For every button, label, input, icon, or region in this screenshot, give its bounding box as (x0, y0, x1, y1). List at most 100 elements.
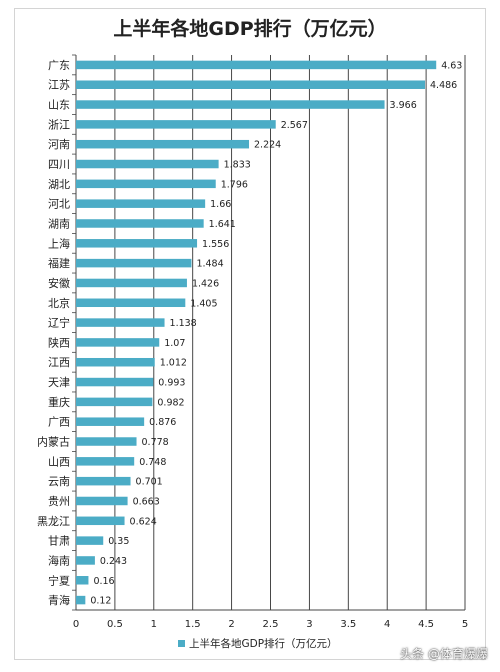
bar (76, 60, 437, 70)
category-label: 云南 (48, 475, 70, 488)
x-tick-label: 0 (73, 619, 79, 630)
category-label: 青海 (48, 593, 70, 607)
x-tick-label: 1 (151, 619, 157, 630)
value-label: 1.556 (202, 239, 229, 250)
x-tick-label: 4.5 (418, 619, 434, 630)
value-label: 1.426 (192, 278, 219, 289)
category-label: 湖南 (48, 217, 70, 230)
chart-title: 上半年各地GDP排行（万亿元） (113, 17, 386, 40)
x-axis: 0 0.5 1 1.5 2 2.5 3 3.5 4 4.5 5 (72, 54, 468, 630)
watermark: 头条 @体育爆爆 (400, 647, 488, 661)
bar (76, 239, 198, 248)
bar (76, 219, 204, 228)
category-label: 甘肃 (48, 535, 70, 548)
bar (76, 377, 154, 387)
bar (76, 437, 137, 446)
value-label: 1.641 (209, 219, 236, 230)
bar (76, 357, 155, 367)
category-label: 浙江 (48, 118, 70, 131)
bar (76, 556, 95, 565)
bar (76, 199, 206, 208)
value-label: 1.833 (224, 160, 251, 171)
category-label: 山西 (48, 455, 70, 468)
bar (76, 397, 153, 407)
bar (76, 278, 187, 288)
x-tick-label: 2 (228, 619, 234, 630)
category-label: 山东 (48, 99, 70, 112)
category-label: 内蒙古 (37, 435, 70, 449)
value-label: 4.486 (430, 80, 457, 91)
legend-label: 上半年各地GDP排行（万亿元） (189, 637, 338, 650)
category-label: 陕西 (48, 335, 70, 349)
value-label: 2.567 (281, 120, 308, 131)
category-label: 辽宁 (48, 316, 70, 330)
category-label: 四川 (48, 158, 70, 171)
value-label: 0.876 (149, 417, 176, 428)
category-label: 湖北 (48, 178, 70, 191)
bar (76, 476, 131, 486)
bar (76, 496, 128, 506)
value-label: 0.12 (90, 596, 111, 607)
value-label: 1.405 (190, 298, 217, 309)
bar (76, 595, 86, 605)
legend: 上半年各地GDP排行（万亿元） (178, 637, 338, 650)
bar (76, 179, 216, 189)
bar (76, 258, 192, 268)
bar (76, 139, 250, 149)
category-label: 福建 (48, 256, 70, 270)
bar (76, 120, 276, 129)
category-label: 北京 (48, 296, 70, 310)
bar (76, 80, 426, 89)
value-label: 1.66 (210, 199, 231, 210)
value-label: 0.778 (142, 437, 169, 448)
value-label: 0.35 (108, 536, 129, 547)
x-tick-label: 4 (384, 619, 390, 630)
bar (76, 298, 186, 308)
category-label: 广西 (48, 416, 70, 429)
value-label: 2.224 (254, 140, 281, 151)
value-label: 0.982 (157, 397, 184, 408)
x-tick-label: 5 (462, 619, 468, 630)
category-label: 上海 (48, 236, 70, 250)
value-label: 1.012 (160, 358, 187, 369)
bars: 广东 4.63 江苏 4.486 山东 3.966 浙江 2.567 河南 2.224 四川 1.83… (37, 59, 462, 607)
value-label: 0.624 (130, 516, 157, 527)
bar (76, 159, 219, 169)
x-tick-label: 3 (306, 619, 312, 630)
category-label: 河南 (48, 138, 70, 151)
value-label: 0.748 (139, 457, 166, 468)
chart-frame (14, 8, 486, 660)
value-label: 1.138 (170, 318, 197, 329)
legend-swatch (178, 640, 185, 647)
bar (76, 576, 89, 585)
value-label: 3.966 (390, 100, 417, 111)
bar (76, 338, 160, 347)
bar (76, 417, 145, 426)
category-label: 河北 (48, 198, 70, 211)
bar (76, 100, 385, 109)
bar (76, 318, 165, 327)
value-label: 4.63 (441, 60, 462, 71)
value-label: 1.484 (196, 259, 223, 270)
category-label: 广东 (48, 59, 70, 72)
x-tick-label: 2.5 (263, 619, 279, 630)
value-label: 1.07 (164, 338, 185, 349)
category-label: 重庆 (48, 395, 70, 409)
category-label: 江西 (48, 356, 70, 369)
category-label: 宁夏 (48, 573, 70, 587)
bar (76, 457, 135, 466)
value-label: 0.16 (93, 576, 114, 587)
value-label: 0.993 (158, 378, 185, 389)
bar (76, 536, 104, 545)
value-label: 0.243 (100, 556, 127, 567)
category-label: 安徽 (48, 276, 70, 290)
category-label: 江苏 (48, 79, 70, 92)
x-tick-label: 3.5 (340, 619, 356, 630)
category-label: 天津 (48, 376, 70, 389)
value-label: 0.701 (136, 477, 163, 488)
category-label: 贵州 (48, 495, 70, 508)
x-tick-label: 0.5 (107, 619, 123, 630)
category-label: 海南 (48, 553, 70, 567)
x-tick-label: 1.5 (185, 619, 201, 630)
